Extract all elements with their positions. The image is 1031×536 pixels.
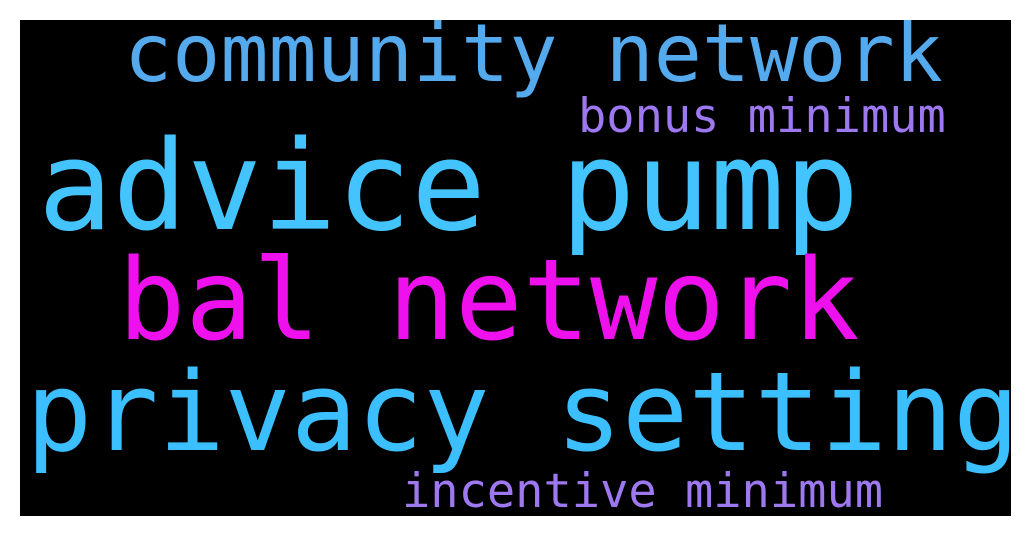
word-bal-network: bal network — [118, 236, 860, 366]
word-incentive-minimum: incentive minimum — [402, 464, 884, 516]
word-privacy-setting: privacy setting — [26, 348, 1011, 476]
word-cloud-canvas: community network bonus minimum advice p… — [20, 20, 1011, 516]
word-community-network: community network — [124, 20, 943, 100]
word-bonus-minimum: bonus minimum — [578, 89, 946, 144]
word-advice-pump: advice pump — [38, 115, 860, 259]
